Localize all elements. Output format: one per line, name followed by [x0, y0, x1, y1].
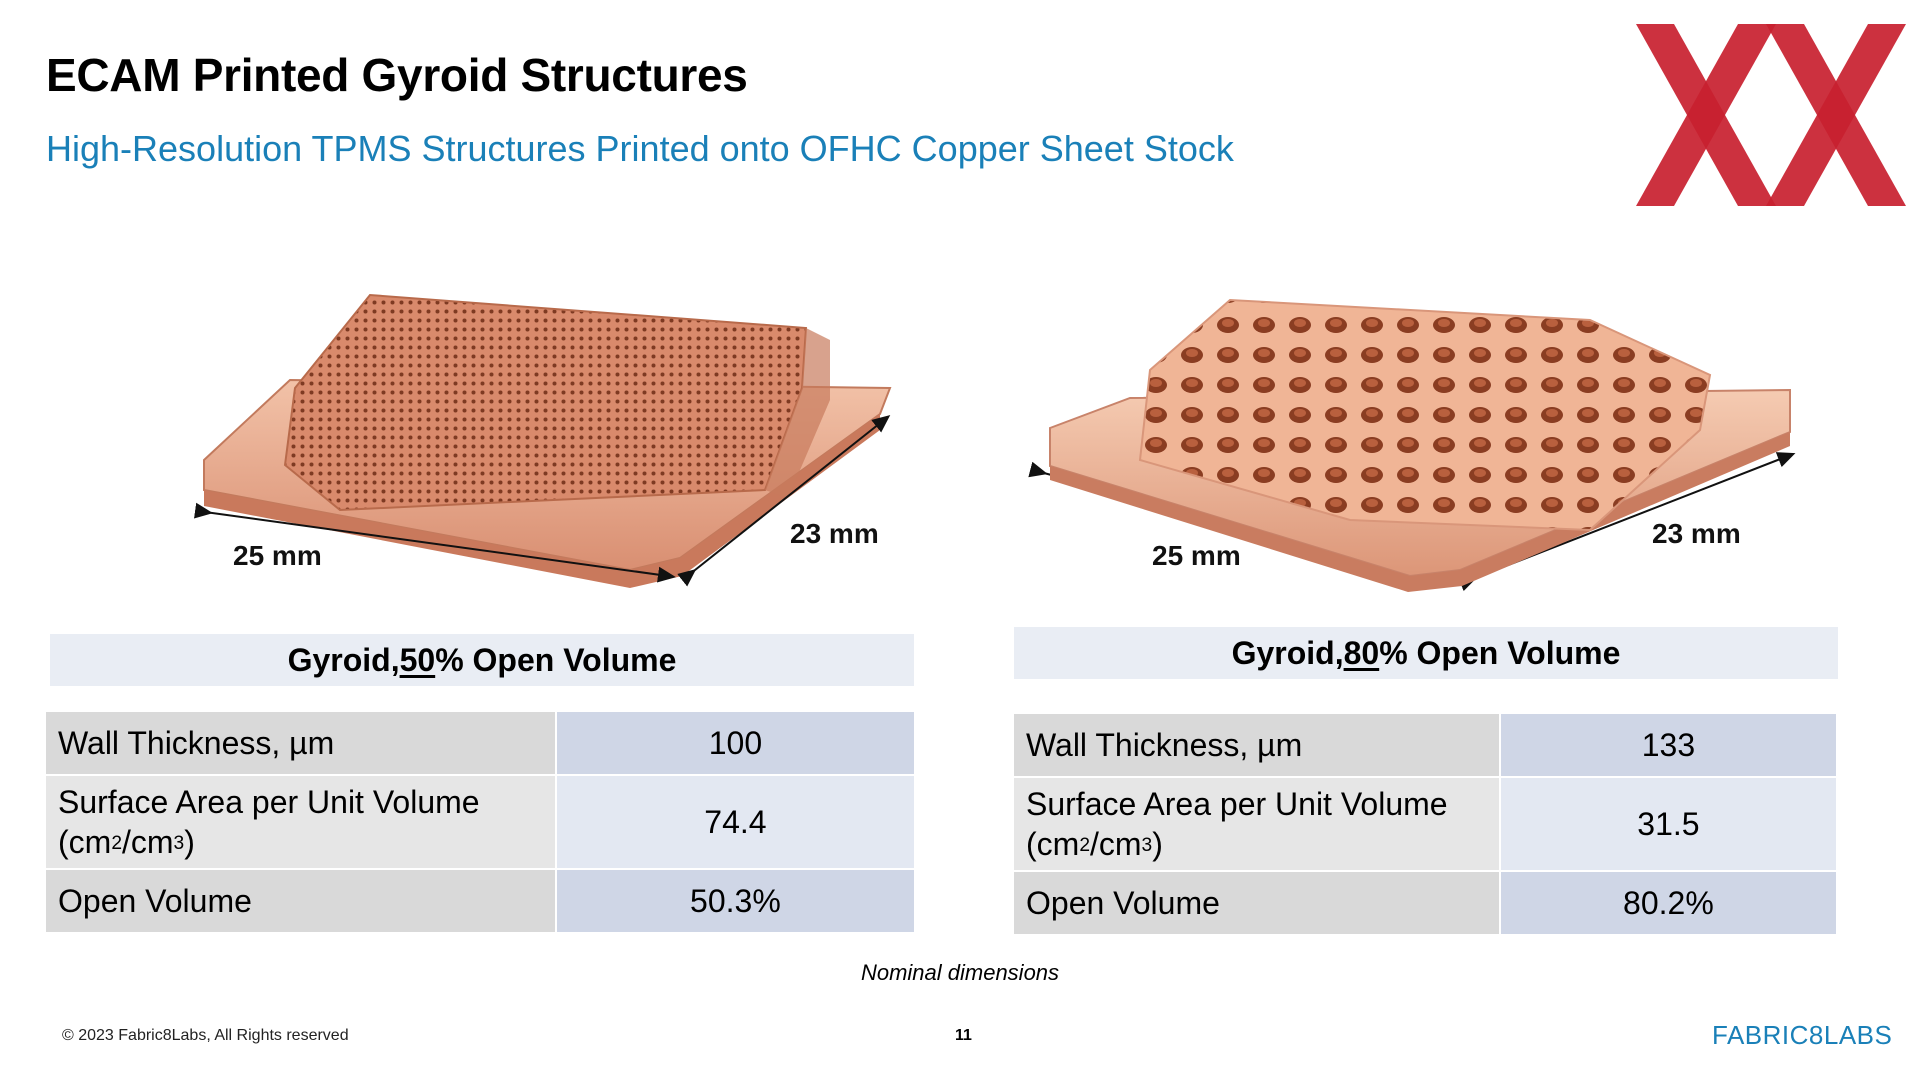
- properties-table-80: Wall Thickness, µm 133 Surface Area per …: [1012, 712, 1839, 936]
- page-number: 11: [955, 1027, 972, 1044]
- table-heading-50: Gyroid, 50% Open Volume: [50, 634, 914, 686]
- footer-copyright: © 2023 Fabric8Labs, All Rights reserved: [62, 1027, 349, 1044]
- heading-pre: Gyroid,: [1231, 634, 1344, 671]
- wall-thickness-value: 133: [1498, 712, 1839, 778]
- dim-length-left: 25 mm: [233, 540, 322, 571]
- wall-thickness-label: Wall Thickness, µm: [1012, 712, 1501, 778]
- heading-pct: 80: [1343, 634, 1380, 671]
- dim-width-right: 23 mm: [1652, 518, 1741, 549]
- double-x-logo-icon: [1636, 24, 1906, 206]
- heading-pre: Gyroid,: [287, 641, 400, 678]
- table-row: Wall Thickness, µm 133: [1012, 712, 1839, 778]
- heading-post: % Open Volume: [1379, 634, 1621, 671]
- table-heading-80: Gyroid, 80% Open Volume: [1014, 627, 1838, 679]
- open-volume-value: 80.2%: [1498, 870, 1839, 936]
- table-row: Open Volume 50.3%: [44, 868, 917, 934]
- table-row: Surface Area per Unit Volume (cm2/cm3) 7…: [44, 774, 917, 870]
- dim-width-left: 23 mm: [790, 518, 879, 549]
- wall-thickness-label: Wall Thickness, µm: [44, 710, 557, 776]
- properties-table-50: Wall Thickness, µm 100 Surface Area per …: [44, 710, 917, 934]
- wall-thickness-value: 100: [554, 710, 917, 776]
- table-row: Open Volume 80.2%: [1012, 870, 1839, 936]
- heading-pct: 50: [399, 641, 436, 678]
- gyroid-80-sample-image: [1049, 298, 1791, 592]
- open-volume-label: Open Volume: [1012, 870, 1501, 936]
- table-row: Wall Thickness, µm 100: [44, 710, 917, 776]
- open-volume-label: Open Volume: [44, 868, 557, 934]
- dim-length-right: 25 mm: [1152, 540, 1241, 571]
- surface-area-label: Surface Area per Unit Volume (cm2/cm3): [44, 774, 557, 870]
- brand-logo-text: FABRIC8LABS: [1712, 1020, 1893, 1050]
- heading-post: % Open Volume: [435, 641, 677, 678]
- surface-area-value: 74.4: [554, 774, 917, 870]
- surface-area-label: Surface Area per Unit Volume (cm2/cm3): [1012, 776, 1501, 872]
- table-row: Surface Area per Unit Volume (cm2/cm3) 3…: [1012, 776, 1839, 872]
- page-title: ECAM Printed Gyroid Structures: [46, 49, 748, 101]
- open-volume-value: 50.3%: [554, 868, 917, 934]
- surface-area-value: 31.5: [1498, 776, 1839, 872]
- nominal-dimensions-note: Nominal dimensions: [860, 960, 1060, 985]
- page-subtitle: High-Resolution TPMS Structures Printed …: [46, 128, 1234, 169]
